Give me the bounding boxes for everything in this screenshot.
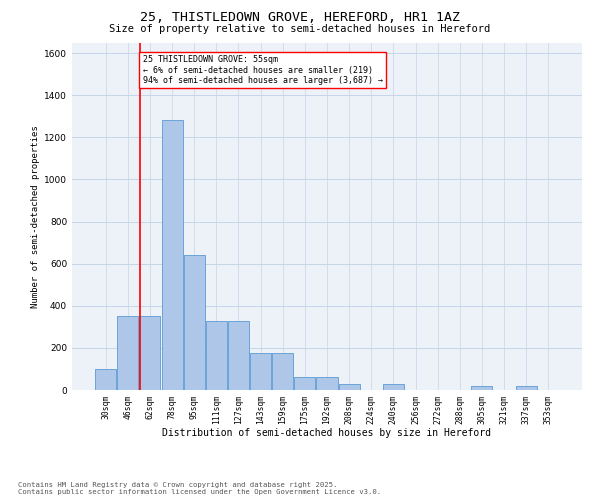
Bar	[184, 255, 205, 390]
Bar	[515, 386, 536, 390]
Bar	[228, 320, 249, 390]
Bar	[95, 369, 116, 390]
Bar	[250, 353, 271, 390]
Bar	[295, 378, 316, 390]
Bar	[161, 120, 182, 390]
Bar	[272, 353, 293, 390]
Bar	[139, 316, 160, 390]
Text: Contains HM Land Registry data © Crown copyright and database right 2025.
Contai: Contains HM Land Registry data © Crown c…	[18, 482, 381, 495]
Text: 25 THISTLEDOWN GROVE: 55sqm
← 6% of semi-detached houses are smaller (219)
94% o: 25 THISTLEDOWN GROVE: 55sqm ← 6% of semi…	[143, 55, 383, 85]
Bar	[316, 378, 338, 390]
Bar	[118, 316, 139, 390]
Bar	[383, 384, 404, 390]
Text: Size of property relative to semi-detached houses in Hereford: Size of property relative to semi-detach…	[109, 24, 491, 34]
Y-axis label: Number of semi-detached properties: Number of semi-detached properties	[31, 125, 40, 308]
Bar	[338, 384, 359, 390]
Text: 25, THISTLEDOWN GROVE, HEREFORD, HR1 1AZ: 25, THISTLEDOWN GROVE, HEREFORD, HR1 1AZ	[140, 11, 460, 24]
Bar	[472, 386, 493, 390]
Bar	[206, 320, 227, 390]
X-axis label: Distribution of semi-detached houses by size in Hereford: Distribution of semi-detached houses by …	[163, 428, 491, 438]
